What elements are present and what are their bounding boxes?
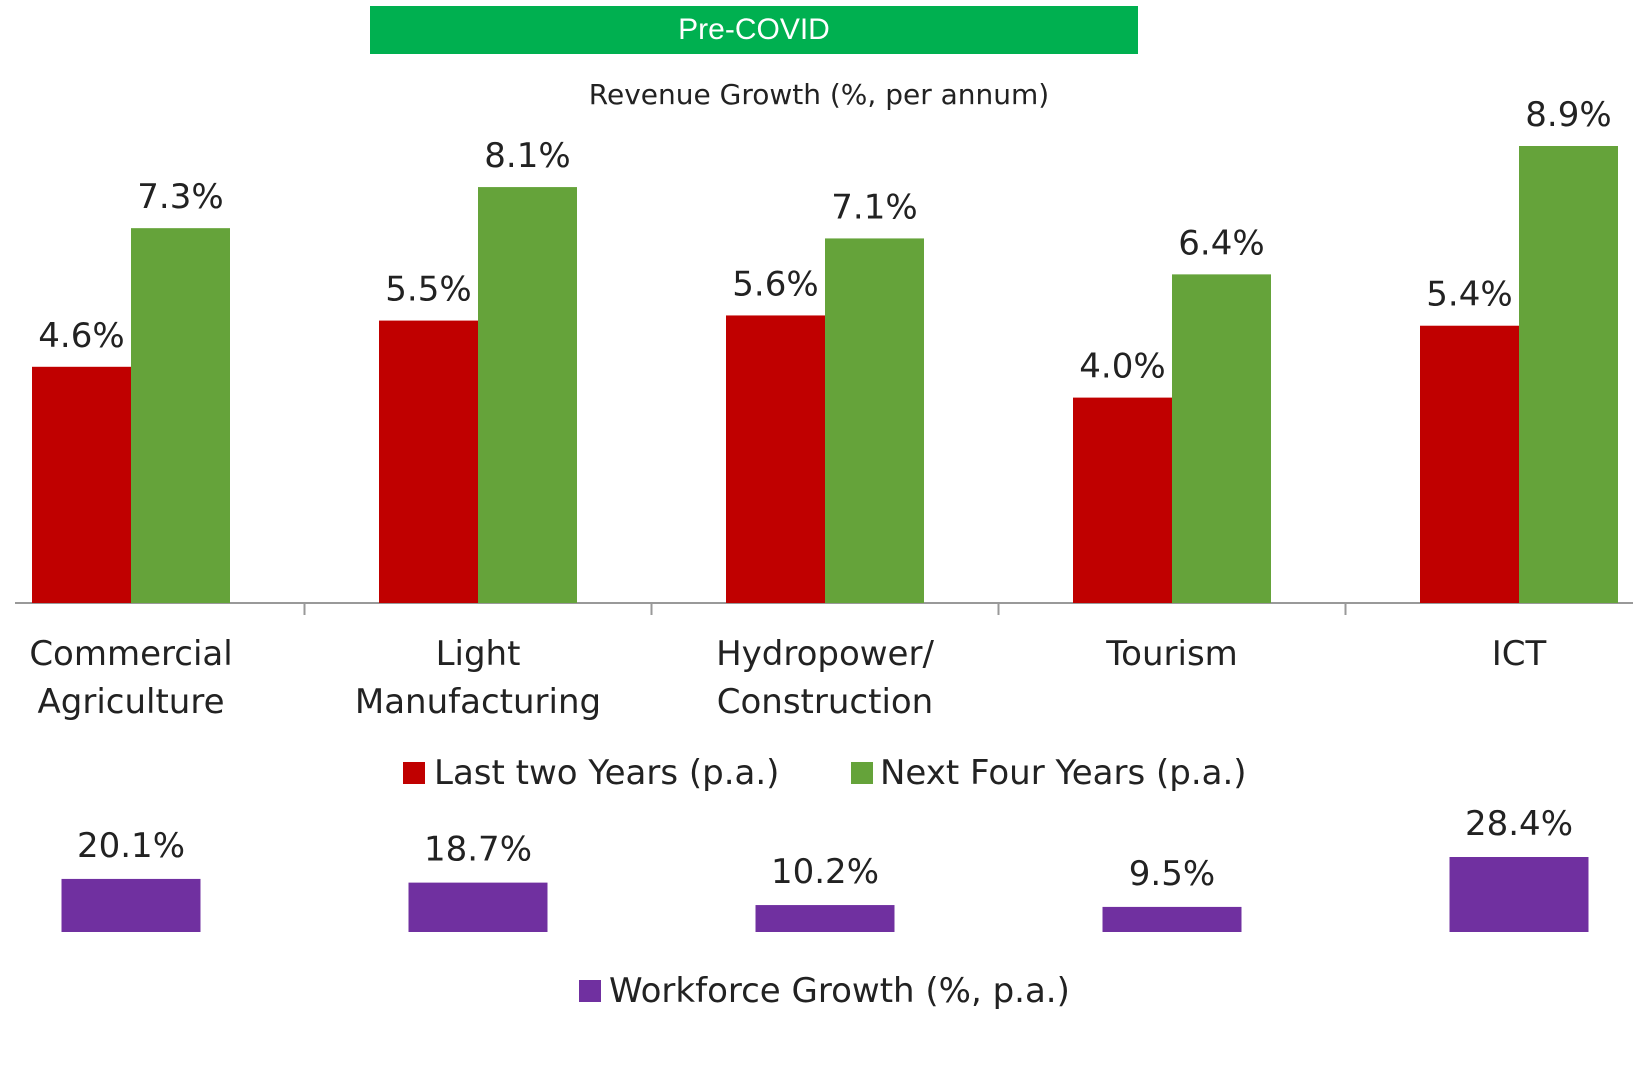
data-label: 4.6% xyxy=(38,316,124,356)
bar xyxy=(1519,146,1618,603)
bar xyxy=(1449,857,1589,932)
bar xyxy=(1102,906,1242,932)
legend-label: Last two Years (p.a.) xyxy=(434,753,779,793)
banner-box xyxy=(370,6,1138,54)
x-tick-label-line: Construction xyxy=(717,682,933,722)
data-label: 8.1% xyxy=(484,136,570,176)
bar xyxy=(1172,274,1271,603)
data-label: 10.2% xyxy=(771,852,879,892)
bar xyxy=(478,187,577,603)
data-label: 8.9% xyxy=(1525,95,1611,135)
data-label: 5.6% xyxy=(732,264,818,304)
data-label: 18.7% xyxy=(424,830,532,870)
legend-label: Next Four Years (p.a.) xyxy=(880,753,1247,793)
bar xyxy=(1073,397,1172,603)
bar xyxy=(379,320,478,603)
x-tick-label-line: Manufacturing xyxy=(355,682,601,722)
chart-title: Revenue Growth (%, per annum) xyxy=(589,78,1049,111)
legend-swatch xyxy=(579,980,601,1002)
data-label: 6.4% xyxy=(1178,223,1264,263)
bar xyxy=(726,315,825,603)
data-label: 9.5% xyxy=(1129,854,1215,894)
x-tick-label-line: Tourism xyxy=(1105,634,1238,674)
x-tick-label-line: Hydropower/ xyxy=(716,634,934,674)
data-label: 28.4% xyxy=(1465,804,1573,844)
bar xyxy=(32,366,131,603)
x-tick-label: ICT xyxy=(1492,634,1547,674)
data-label: 20.1% xyxy=(77,826,185,866)
banner: Pre-COVID xyxy=(678,13,830,46)
data-label: 5.4% xyxy=(1426,275,1512,315)
bar xyxy=(61,878,201,932)
x-tick-label-line: Agriculture xyxy=(38,682,225,722)
data-label: 5.5% xyxy=(385,270,471,310)
data-label: 4.0% xyxy=(1079,347,1165,387)
legend-label: Workforce Growth (%, p.a.) xyxy=(609,971,1070,1011)
x-tick-label-line: Commercial xyxy=(29,634,232,674)
legend-swatch xyxy=(403,762,425,784)
x-tick-label: Commercial Agriculture xyxy=(29,634,232,722)
x-tick-label-line: Light xyxy=(436,634,521,674)
x-tick-label: Light Manufacturing xyxy=(355,634,601,722)
x-tick-label-line: ICT xyxy=(1492,634,1547,674)
bar xyxy=(1420,325,1519,603)
bar xyxy=(131,228,230,604)
x-tick-label: Hydropower/Construction xyxy=(716,634,934,722)
bar xyxy=(755,905,895,932)
data-label: 7.3% xyxy=(137,177,223,217)
legend-swatch xyxy=(851,762,873,784)
x-tick-label: Tourism xyxy=(1105,634,1238,674)
bar xyxy=(825,238,924,603)
data-label: 7.1% xyxy=(831,187,917,227)
bar xyxy=(408,882,548,932)
